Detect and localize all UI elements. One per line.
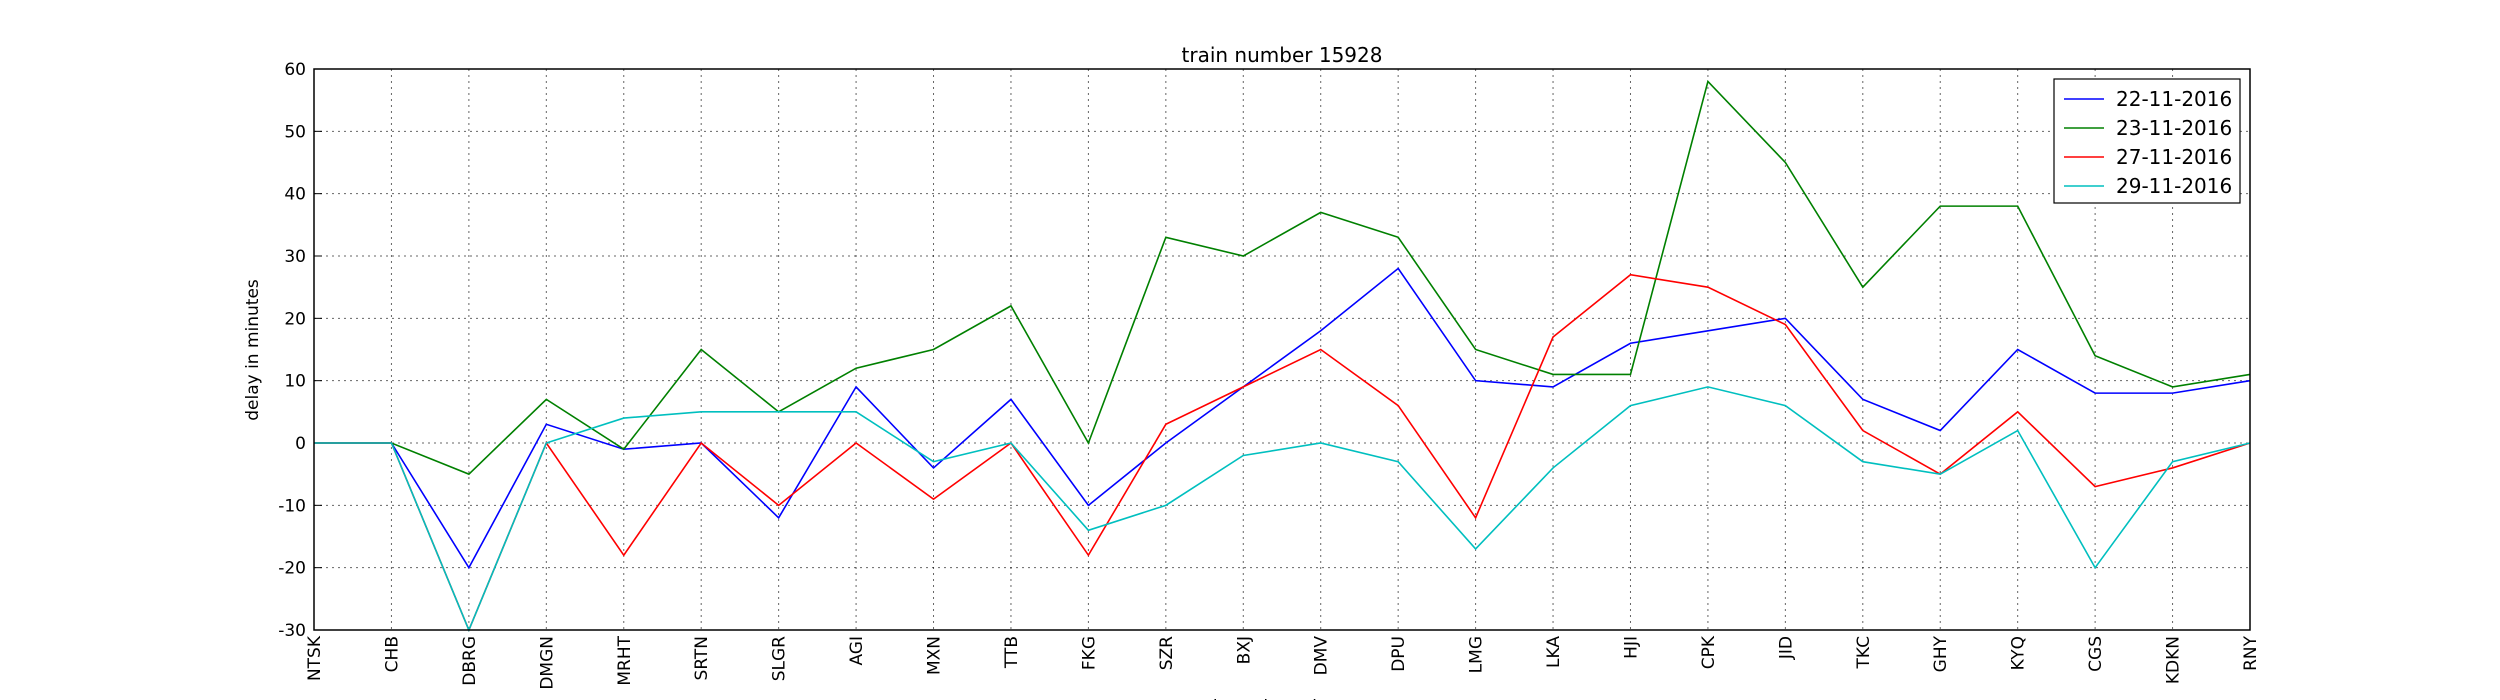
- x-tick-label: JID: [1776, 636, 1796, 660]
- x-tick-label: SRTN: [692, 636, 712, 680]
- x-tick-label: FKG: [1079, 636, 1099, 670]
- y-tick-label: -30: [278, 621, 306, 641]
- x-tick-label: NTSK: [305, 635, 325, 681]
- x-tick-label: HJI: [1621, 636, 1641, 659]
- x-tick-label: DBRG: [460, 636, 480, 686]
- x-tick-label: LMG: [1467, 636, 1487, 673]
- legend-label: 29-11-2016: [2116, 174, 2232, 198]
- x-tick-label: MRHT: [615, 635, 635, 685]
- x-axis-label: stations along the route: [1180, 697, 1384, 700]
- plot-frame: [313, 68, 2251, 631]
- x-tick-label: DMV: [1312, 636, 1332, 676]
- x-tick-label: DMGN: [537, 636, 557, 690]
- y-tick-label: -20: [278, 559, 306, 579]
- x-tick-label: SZR: [1157, 636, 1177, 670]
- x-tick-label: AGI: [847, 636, 867, 666]
- series-line: [314, 386, 2251, 633]
- x-tick-label: CPK: [1699, 635, 1719, 669]
- x-tick-label: TTB: [1002, 636, 1022, 669]
- x-tick-label: TKC: [1854, 636, 1874, 669]
- x-tick-label: KYQ: [2009, 636, 2029, 670]
- x-tick-label: LKA: [1544, 636, 1564, 668]
- x-tick-label: SLGR: [770, 636, 790, 681]
- y-tick-label: 20: [284, 309, 306, 329]
- x-tick-label: DPU: [1389, 636, 1409, 672]
- x-tick-label: GHY: [1931, 635, 1951, 672]
- x-tick-label: RNY: [2241, 635, 2261, 671]
- y-tick-label: 10: [284, 372, 306, 392]
- x-tick-label: BXJ: [1234, 636, 1254, 664]
- chart-title: train number 15928: [1182, 43, 1383, 67]
- x-tick-label: CGS: [2086, 636, 2106, 672]
- x-tick-label: MXN: [925, 636, 945, 675]
- legend-label: 27-11-2016: [2116, 145, 2232, 169]
- legend-label: 22-11-2016: [2116, 87, 2232, 111]
- legend-label: 23-11-2016: [2116, 116, 2232, 140]
- y-tick-label: 30: [284, 247, 306, 267]
- y-tick-label: 40: [284, 185, 306, 205]
- x-tick-label: CHB: [382, 636, 402, 672]
- y-tick-label: 0: [295, 434, 306, 454]
- y-tick-label: 60: [284, 60, 306, 80]
- series-line: [314, 267, 2251, 570]
- x-tick-label: KDKN: [2164, 636, 2184, 684]
- series-line: [314, 273, 2251, 633]
- y-axis-label: delay in minutes: [243, 279, 263, 421]
- series-line: [314, 79, 2251, 476]
- y-tick-label: 50: [284, 122, 306, 142]
- y-tick-label: -10: [278, 496, 306, 516]
